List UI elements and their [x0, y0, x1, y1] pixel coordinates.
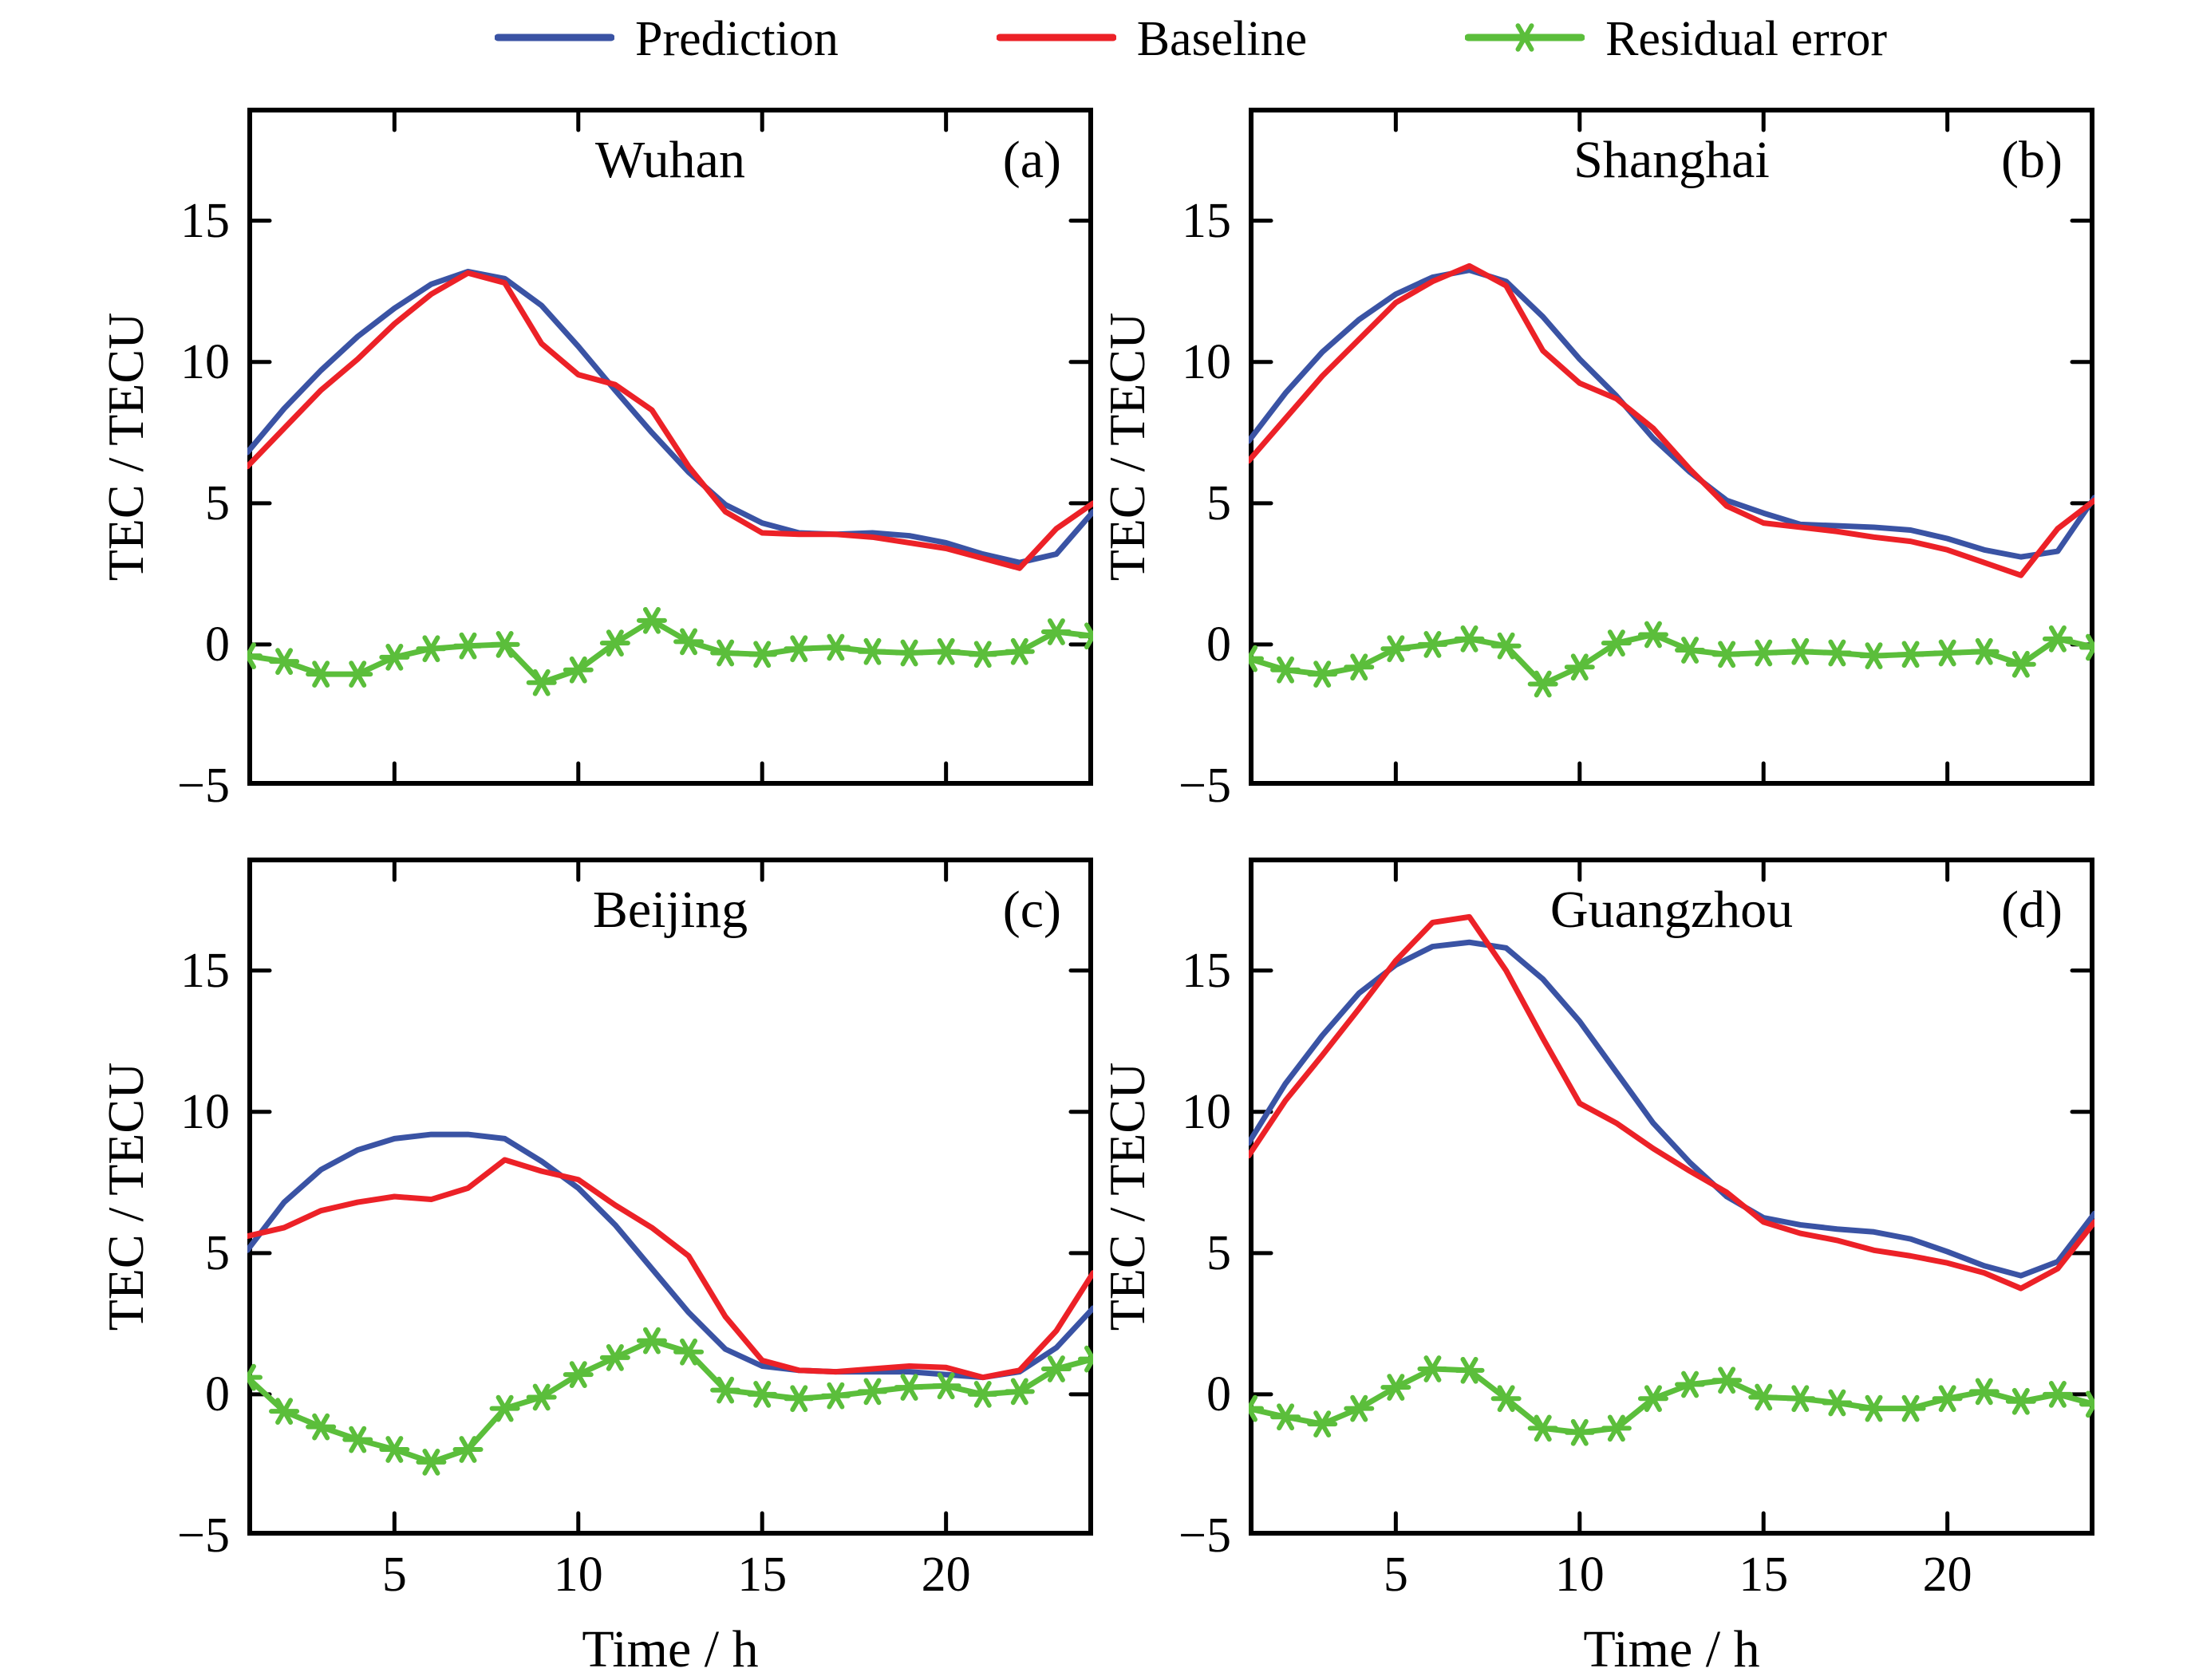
residual-error-line-icon	[1464, 20, 1585, 59]
baseline-line-icon	[996, 20, 1117, 59]
prediction-line-icon	[494, 20, 615, 59]
plot-area-shanghai	[1249, 108, 2094, 786]
y-tick-label: 0	[1206, 1366, 1231, 1422]
legend-label-prediction: Prediction	[635, 12, 839, 66]
y-tick-label: 10	[1182, 334, 1231, 389]
x-tick-label: 15	[737, 1548, 788, 1602]
y-tick-label: 10	[180, 1084, 230, 1139]
x-tick-label: 20	[1922, 1548, 1972, 1602]
x-tick-label: 5	[381, 1548, 407, 1602]
legend-label-residual-error: Residual error	[1605, 12, 1887, 66]
y-tick-label: 5	[1206, 1225, 1231, 1280]
y-tick-label: 0	[205, 1366, 230, 1422]
panel-guangzhou: Guangzhou (d) TEC / TECU Time / h 15 10 5 0…	[1099, 858, 2094, 1678]
y-tick-label: 5	[205, 475, 230, 530]
y-tick-label: 0	[205, 617, 230, 672]
x-tick-label: 10	[553, 1548, 603, 1602]
plot-area-beijing	[247, 858, 1093, 1536]
legend: Prediction Baseline Residual error	[494, 11, 1887, 67]
legend-item-prediction: Prediction	[494, 12, 839, 66]
legend-item-baseline: Baseline	[996, 12, 1308, 66]
legend-label-baseline: Baseline	[1136, 12, 1308, 66]
plot-area-wuhan	[247, 108, 1093, 786]
panel-shanghai: Shanghai (b) TEC / TECU 15 10 5 0 −5	[1099, 108, 2094, 810]
y-tick-label: −5	[177, 759, 230, 813]
x-tick-label: 10	[1554, 1548, 1605, 1602]
panel-beijing: Beijing (c) TEC / TECU Time / h 15 10 5 0 −5…	[97, 858, 1093, 1678]
x-axis-label: Time / h	[1583, 1620, 1760, 1678]
y-tick-label: 15	[180, 193, 230, 248]
x-tick-label: 15	[1739, 1548, 1789, 1602]
y-tick-label: 15	[180, 943, 230, 998]
y-tick-label: −5	[177, 1508, 230, 1563]
y-tick-label: 10	[180, 334, 230, 389]
x-axis-label: Time / h	[582, 1620, 759, 1678]
y-tick-label: −5	[1178, 759, 1231, 813]
y-tick-label: 5	[205, 1225, 230, 1280]
x-tick-label: 5	[1383, 1548, 1408, 1602]
y-tick-label: 5	[1206, 475, 1231, 530]
y-tick-label: 0	[1206, 617, 1231, 672]
legend-item-residual-error: Residual error	[1464, 12, 1887, 66]
panel-wuhan: Wuhan (a) TEC / TECU 15 10 5 0 −5	[97, 108, 1093, 810]
y-tick-label: −5	[1178, 1508, 1231, 1563]
y-tick-label: 15	[1182, 193, 1231, 248]
y-tick-label: 10	[1182, 1084, 1231, 1139]
plot-area-guangzhou	[1249, 858, 2094, 1536]
x-tick-label: 20	[921, 1548, 971, 1602]
y-tick-label: 15	[1182, 943, 1231, 998]
